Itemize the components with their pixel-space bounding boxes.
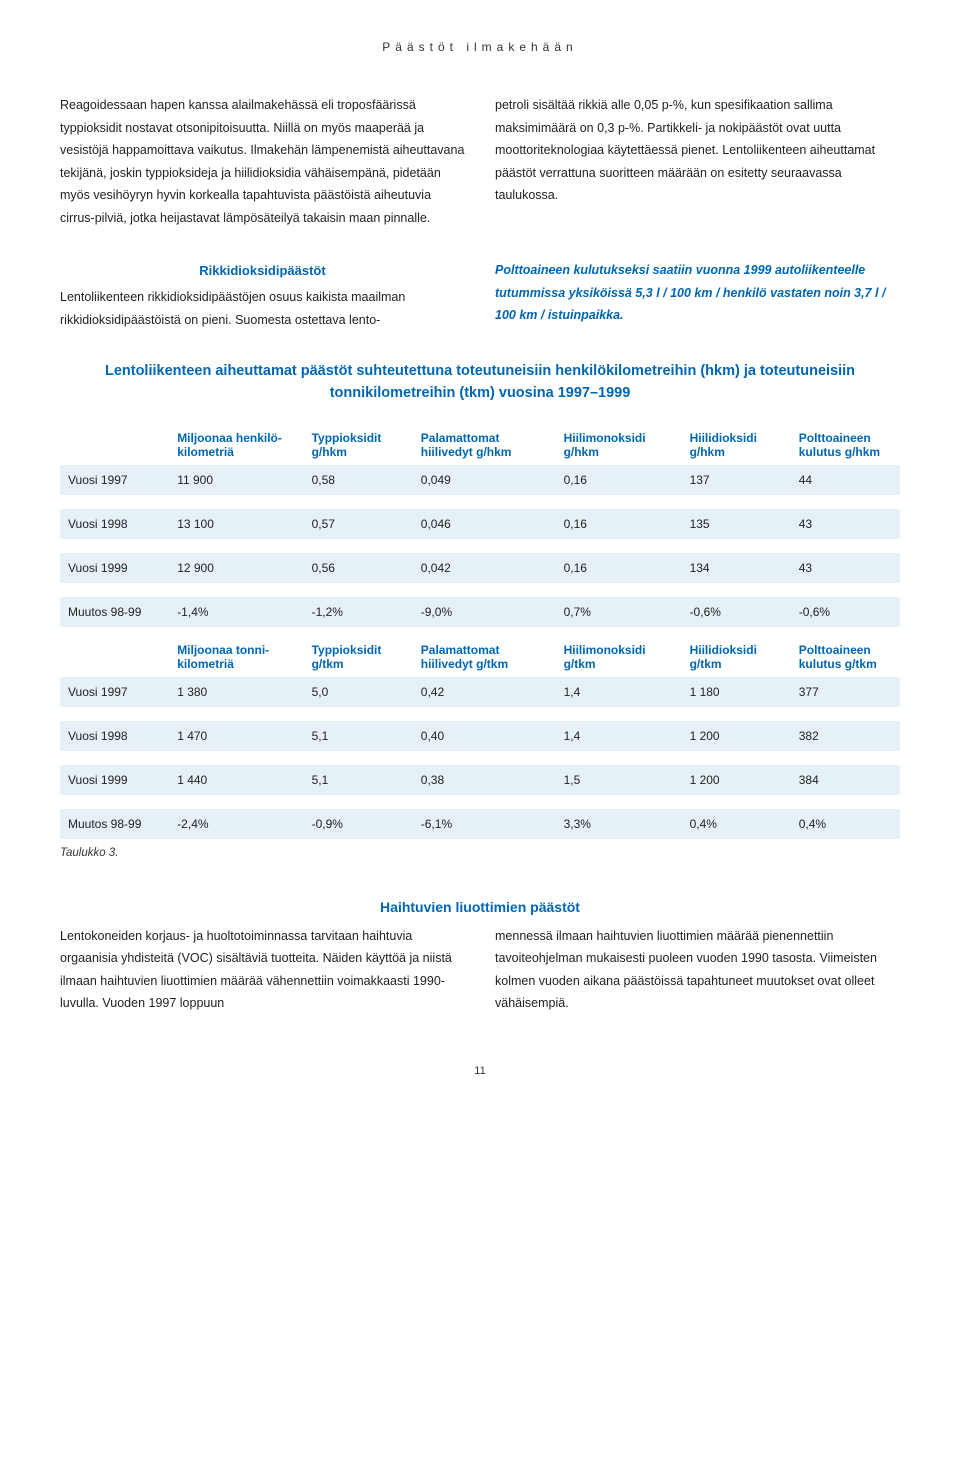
- table-cell: Vuosi 1998: [60, 509, 169, 539]
- column-header: Palamattomathiilivedyt g/hkm: [413, 425, 556, 465]
- table-title: Lentoliikenteen aiheuttamat päästöt suht…: [60, 361, 900, 405]
- emissions-table-hkm: Miljoonaa henkilö-kilometriäTyppioksidit…: [60, 425, 900, 627]
- table-cell: 377: [791, 677, 900, 707]
- table-cell: 1 440: [169, 765, 303, 795]
- table-cell: 1 200: [682, 765, 791, 795]
- mid-left-paragraph: Lentoliikenteen rikkidioksidipäästöjen o…: [60, 290, 405, 327]
- table-cell: 0,40: [413, 721, 556, 751]
- table-cell: 0,57: [304, 509, 413, 539]
- table-cell: Muutos 98-99: [60, 597, 169, 627]
- table-row: Vuosi 19991 4405,10,381,51 200384: [60, 765, 900, 795]
- table-cell: 135: [682, 509, 791, 539]
- table-cell: 5,1: [304, 721, 413, 751]
- table-cell: 0,42: [413, 677, 556, 707]
- top-left-paragraph: Reagoidessaan hapen kanssa alailmakehäss…: [60, 94, 465, 229]
- table-cell: -2,4%: [169, 809, 303, 839]
- column-header: Miljoonaa tonni-kilometriä: [169, 637, 303, 677]
- table-cell: 12 900: [169, 553, 303, 583]
- column-header: [60, 425, 169, 465]
- table-cell: -0,9%: [304, 809, 413, 839]
- column-header: Hiilimonoksidig/tkm: [556, 637, 682, 677]
- table-cell: 0,046: [413, 509, 556, 539]
- table-cell: 1 200: [682, 721, 791, 751]
- column-header: Polttoaineenkulutus g/tkm: [791, 637, 900, 677]
- table-cell: -1,4%: [169, 597, 303, 627]
- table-row: Vuosi 19981 4705,10,401,41 200382: [60, 721, 900, 751]
- table-cell: 0,049: [413, 465, 556, 495]
- table-cell: 11 900: [169, 465, 303, 495]
- table-cell: 137: [682, 465, 791, 495]
- table-cell: 0,042: [413, 553, 556, 583]
- table-cell: 13 100: [169, 509, 303, 539]
- table-cell: 382: [791, 721, 900, 751]
- table-row: Vuosi 199711 9000,580,0490,1613744: [60, 465, 900, 495]
- top-columns: Reagoidessaan hapen kanssa alailmakehäss…: [60, 94, 900, 229]
- bottom-right-paragraph: mennessä ilmaan haihtuvien liuottimien m…: [495, 925, 900, 1015]
- table-cell: 44: [791, 465, 900, 495]
- table-cell: 0,16: [556, 509, 682, 539]
- column-header: Palamattomathiilivedyt g/tkm: [413, 637, 556, 677]
- page-number: 11: [60, 1065, 900, 1077]
- table-cell: 3,3%: [556, 809, 682, 839]
- table-cell: 0,7%: [556, 597, 682, 627]
- table-cell: 43: [791, 553, 900, 583]
- solvents-heading: Haihtuvien liuottimien päästöt: [60, 899, 900, 915]
- sulfur-dioxide-heading: Rikkidioksidipäästöt: [60, 259, 465, 282]
- table-cell: 0,38: [413, 765, 556, 795]
- table-cell: -9,0%: [413, 597, 556, 627]
- table-cell: 0,56: [304, 553, 413, 583]
- table-cell: Vuosi 1999: [60, 553, 169, 583]
- table-cell: 1,5: [556, 765, 682, 795]
- column-header: Hiilimonoksidig/hkm: [556, 425, 682, 465]
- table-cell: 1,4: [556, 721, 682, 751]
- table-cell: 1 380: [169, 677, 303, 707]
- column-header: Typpioksiditg/hkm: [304, 425, 413, 465]
- column-header: Hiilidioksidig/hkm: [682, 425, 791, 465]
- table-cell: 0,16: [556, 553, 682, 583]
- table-cell: 0,58: [304, 465, 413, 495]
- table-cell: -0,6%: [791, 597, 900, 627]
- table-cell: 134: [682, 553, 791, 583]
- table-cell: Vuosi 1997: [60, 465, 169, 495]
- table-cell: 0,4%: [791, 809, 900, 839]
- bottom-columns: Lentokoneiden korjaus- ja huoltotoiminna…: [60, 925, 900, 1015]
- table-cell: 5,0: [304, 677, 413, 707]
- table-cell: -1,2%: [304, 597, 413, 627]
- mid-right-paragraph: Polttoaineen kulutukseksi saatiin vuonna…: [495, 259, 900, 331]
- table-cell: Muutos 98-99: [60, 809, 169, 839]
- table-cell: Vuosi 1997: [60, 677, 169, 707]
- table-cell: 384: [791, 765, 900, 795]
- table-caption: Taulukko 3.: [60, 847, 900, 859]
- mid-columns: Rikkidioksidipäästöt Lentoliikenteen rik…: [60, 259, 900, 331]
- column-header: Polttoaineenkulutus g/hkm: [791, 425, 900, 465]
- column-header: Typpioksiditg/tkm: [304, 637, 413, 677]
- column-header: [60, 637, 169, 677]
- section-header: Päästöt ilmakehään: [60, 40, 900, 54]
- table-cell: -0,6%: [682, 597, 791, 627]
- table-row: Vuosi 199813 1000,570,0460,1613543: [60, 509, 900, 539]
- table-row: Muutos 98-99-1,4%-1,2%-9,0%0,7%-0,6%-0,6…: [60, 597, 900, 627]
- table-cell: 1,4: [556, 677, 682, 707]
- table-cell: Vuosi 1999: [60, 765, 169, 795]
- table-row: Vuosi 19971 3805,00,421,41 180377: [60, 677, 900, 707]
- table-cell: -6,1%: [413, 809, 556, 839]
- table-row: Muutos 98-99-2,4%-0,9%-6,1%3,3%0,4%0,4%: [60, 809, 900, 839]
- emissions-table-tkm: Miljoonaa tonni-kilometriäTyppioksiditg/…: [60, 637, 900, 839]
- table-cell: Vuosi 1998: [60, 721, 169, 751]
- table-cell: 5,1: [304, 765, 413, 795]
- bottom-left-paragraph: Lentokoneiden korjaus- ja huoltotoiminna…: [60, 925, 465, 1015]
- table-cell: 0,4%: [682, 809, 791, 839]
- table-cell: 1 180: [682, 677, 791, 707]
- table-row: Vuosi 199912 9000,560,0420,1613443: [60, 553, 900, 583]
- mid-left-column: Rikkidioksidipäästöt Lentoliikenteen rik…: [60, 259, 465, 331]
- top-right-paragraph: petroli sisältää rikkiä alle 0,05 p-%, k…: [495, 94, 900, 229]
- column-header: Miljoonaa henkilö-kilometriä: [169, 425, 303, 465]
- table-cell: 0,16: [556, 465, 682, 495]
- table-cell: 43: [791, 509, 900, 539]
- column-header: Hiilidioksidig/tkm: [682, 637, 791, 677]
- table-cell: 1 470: [169, 721, 303, 751]
